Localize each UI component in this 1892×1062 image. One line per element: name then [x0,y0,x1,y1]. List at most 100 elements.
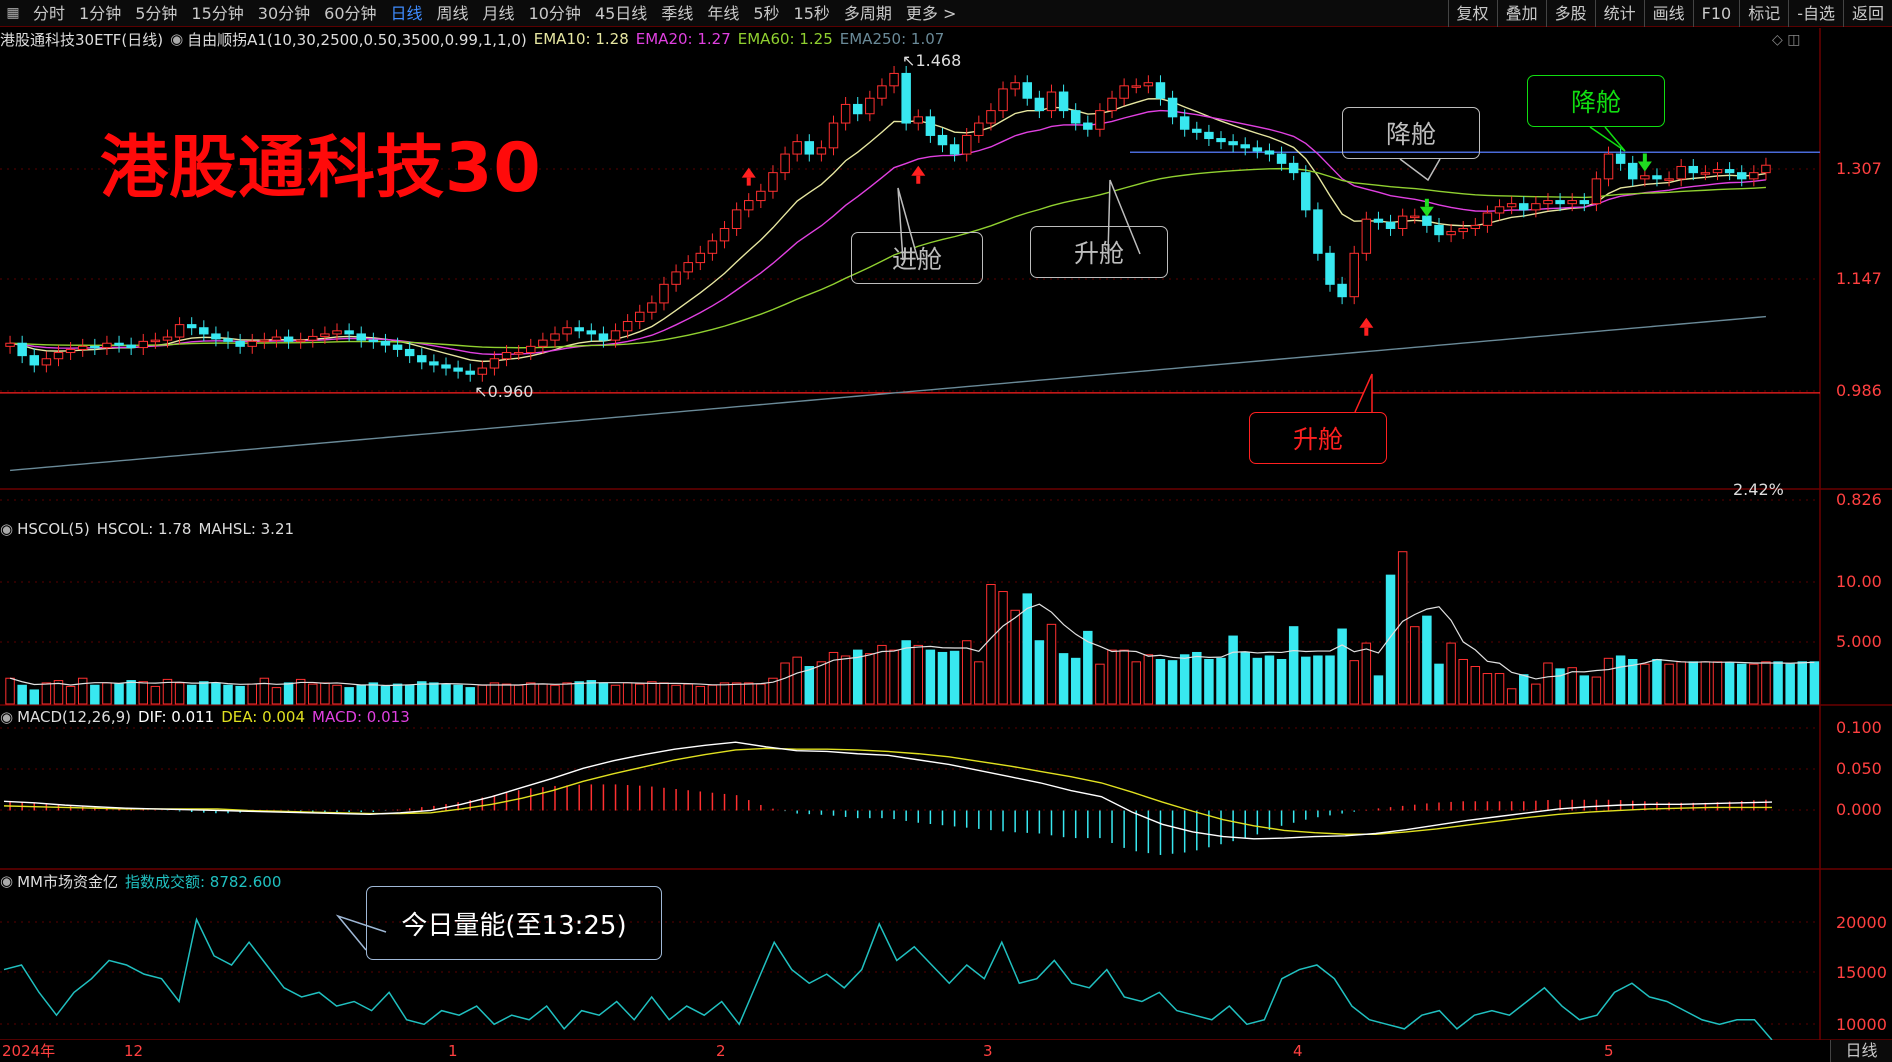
buy-arrow-2-stem [916,175,921,184]
tool-button-1[interactable]: 叠加 [1496,0,1546,27]
indicator-dropdown-icon[interactable]: ◉ [170,30,184,48]
candle-body-45 [550,333,560,341]
macd-dif: DIF: 0.011 [138,708,215,726]
candle-body-122 [1482,212,1493,226]
period-tab-4[interactable]: 30分钟 [257,3,311,23]
candle-body-80 [974,122,984,136]
vol-hscol: HSCOL: 1.78 [96,520,192,538]
tool-button-6[interactable]: 标记 [1739,0,1788,27]
volume-bar-107 [1301,656,1311,705]
candle-body-20 [247,340,257,347]
candle-body-41 [501,352,512,360]
volume-bar-16 [199,681,209,705]
candle-body-11 [138,340,148,349]
volume-bar-32 [392,683,403,705]
volume-bar-90 [1095,663,1105,705]
period-tab-15[interactable]: 多周期 [843,3,892,23]
period-tab-14[interactable]: 15秒 [793,3,830,23]
candle-body-59 [719,227,730,242]
period-tab-7[interactable]: 周线 [436,3,469,23]
volume-bar-75 [913,644,924,705]
candle-body-139 [1688,165,1699,174]
percent-change: 2.42% [1733,480,1784,499]
volume-bar-114 [1385,574,1396,705]
candle-body-15 [186,324,197,329]
menu-toggle-icon[interactable]: ▦ [6,5,20,21]
mm-tick-3: 10000 [1836,1015,1887,1034]
vol-settings-icon[interactable]: ◉ [0,520,14,538]
period-tab-9[interactable]: 10分钟 [528,3,581,23]
volume-bar-146 [1773,661,1783,705]
tool-button-2[interactable]: 多股 [1545,0,1595,27]
candle-body-99 [1204,131,1214,140]
volume-bar-67 [816,661,827,705]
volume-bar-76 [925,649,936,705]
tool-button-0[interactable]: 复权 [1447,0,1497,27]
tool-button-4[interactable]: 画线 [1643,0,1693,27]
callout-today-volume: 今日量能(至13:25) [366,886,662,960]
candle-body-5 [65,348,76,354]
period-tab-8[interactable]: 月线 [482,3,515,23]
candle-body-135 [1640,175,1650,180]
tool-button-7[interactable]: -自选 [1788,0,1843,27]
period-tab-11[interactable]: 季线 [661,3,694,23]
period-tab-10[interactable]: 45日线 [594,3,648,23]
vol-tick-2: 5.000 [1836,632,1882,651]
candle-body-102 [1240,144,1250,149]
candle-body-104 [1264,150,1275,155]
volume-bar-124 [1506,688,1517,705]
period-tab-6[interactable]: 日线 [390,3,423,23]
candle-body-48 [586,330,597,335]
candle-body-136 [1652,175,1662,180]
candle-body-101 [1228,141,1238,146]
candle-body-121 [1470,224,1481,229]
ema60-value: EMA60: 1.25 [737,30,833,48]
period-tab-5[interactable]: 60分钟 [324,3,377,23]
volume-bar-23 [283,682,294,705]
mm-settings-icon[interactable]: ◉ [0,872,14,890]
volume-bar-64 [780,662,790,705]
tool-button-8[interactable]: 返回 [1842,0,1892,27]
chart-area: ↖1.468 ↖0.960 [0,28,1892,1040]
period-tab-16[interactable]: 更多 > [905,3,957,23]
volume-bar-63 [768,677,778,705]
tool-button-3[interactable]: 统计 [1594,0,1644,27]
period-tab-13[interactable]: 5秒 [753,3,780,23]
candle-body-36 [441,364,451,369]
volume-bar-113 [1373,675,1384,705]
x-label-dec: 12 [124,1042,144,1060]
period-button[interactable]: 日线 [1830,1040,1892,1062]
period-tab-2[interactable]: 5分钟 [135,3,178,23]
candle-body-8 [102,342,112,349]
volume-bar-129 [1567,667,1577,705]
volume-bar-86 [1046,623,1057,705]
panel-options-icon[interactable]: ◇ ◫ [1772,32,1801,48]
candle-body-137 [1664,178,1674,181]
sell-arrow-1 [1419,206,1434,217]
candle-body-110 [1337,283,1347,298]
volume-bar-128 [1555,668,1565,705]
macd-settings-icon[interactable]: ◉ [0,708,14,726]
candle-body-133 [1615,153,1626,164]
volume-bar-122 [1482,673,1493,705]
candle-body-67 [816,147,827,155]
period-tab-12[interactable]: 年线 [707,3,740,23]
candle-body-144 [1749,172,1759,180]
tool-button-5[interactable]: F10 [1692,0,1740,27]
volume-bar-130 [1579,675,1590,705]
high-price-label: ↖1.468 [902,51,961,70]
period-tab-0[interactable]: 分时 [33,3,66,23]
buy-arrow-1 [741,167,756,178]
candle-body-85 [1034,97,1045,112]
volume-bar-148 [1797,661,1808,705]
indicator-name[interactable]: 自由顺拐A1(10,30,2500,0.50,3500,0.99,1,1,0) [187,30,527,49]
volume-bar-105 [1276,658,1287,705]
volume-bar-37 [453,684,463,705]
callout-lower-2-text: 降舱 [1570,88,1621,117]
ema60-line [10,167,1766,349]
mm-line [3,917,1773,1040]
period-tab-1[interactable]: 1分钟 [79,3,122,23]
volume-bar-50 [610,684,621,705]
period-tab-3[interactable]: 15分钟 [191,3,244,23]
mm-turnover: 指数成交额: 8782.600 [124,872,282,891]
